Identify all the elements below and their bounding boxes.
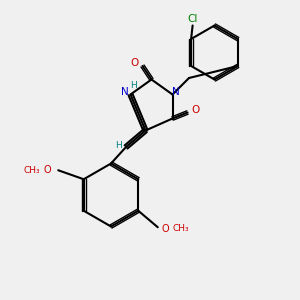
Text: O: O bbox=[192, 105, 200, 115]
Text: N: N bbox=[172, 86, 180, 97]
Text: Cl: Cl bbox=[188, 14, 198, 24]
Text: N: N bbox=[121, 87, 129, 97]
Text: O: O bbox=[161, 224, 169, 234]
Text: H: H bbox=[115, 141, 122, 150]
Text: CH₃: CH₃ bbox=[172, 224, 189, 233]
Text: H: H bbox=[130, 81, 137, 90]
Text: CH₃: CH₃ bbox=[24, 166, 40, 175]
Text: O: O bbox=[44, 165, 52, 175]
Text: O: O bbox=[130, 58, 138, 68]
